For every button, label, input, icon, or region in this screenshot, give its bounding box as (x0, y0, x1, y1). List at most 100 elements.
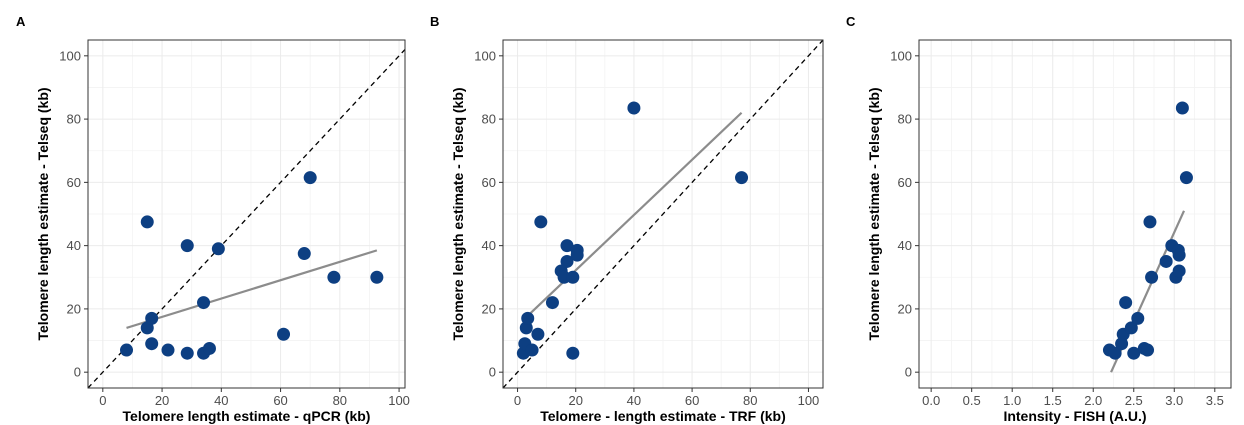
x-axis-title: Telomere length estimate - qPCR (kb) (123, 408, 371, 424)
plot-border (502, 39, 824, 389)
data-point (180, 239, 194, 253)
data-point (570, 248, 584, 262)
data-point (1159, 254, 1173, 268)
x-tick-label: 0.5 (963, 393, 981, 408)
x-tick-label: 100 (798, 393, 820, 408)
y-tick-label: 80 (482, 112, 496, 127)
y-tick-label: 40 (898, 238, 912, 253)
y-tick-label: 0 (74, 365, 81, 380)
x-tick-label: 3.0 (1165, 393, 1183, 408)
x-tick-label: 1.5 (1044, 393, 1062, 408)
x-tick-label: 20 (155, 393, 169, 408)
x-tick-label: 60 (273, 393, 287, 408)
y-tick-label: 100 (890, 48, 912, 63)
data-point (1124, 321, 1138, 335)
data-point (140, 215, 154, 229)
data-point (566, 346, 580, 360)
data-point (202, 341, 216, 355)
data-point (1143, 215, 1157, 229)
data-point (370, 270, 384, 284)
y-axis-title: Telomere length estimate - Telseq (kb) (866, 87, 882, 340)
data-point (1172, 264, 1186, 278)
x-tick-label: 60 (685, 393, 699, 408)
y-tick-label: 0 (905, 365, 912, 380)
y-tick-label: 100 (474, 48, 496, 63)
data-point (560, 239, 574, 253)
y-tick-label: 0 (489, 365, 496, 380)
regression-line (522, 111, 743, 321)
x-tick-label: 80 (743, 393, 757, 408)
data-point (1119, 296, 1133, 310)
y-tick-label: 40 (482, 238, 496, 253)
x-tick-label: 100 (388, 393, 410, 408)
data-point (1175, 101, 1189, 115)
y-tick-label: 80 (898, 112, 912, 127)
data-point (627, 101, 641, 115)
x-tick-label: 0 (99, 393, 106, 408)
data-point (1131, 311, 1145, 325)
data-point (145, 337, 159, 351)
y-tick-label: 40 (67, 238, 81, 253)
data-point (531, 327, 545, 341)
x-tick-label: 40 (627, 393, 641, 408)
x-tick-label: 1.0 (1003, 393, 1021, 408)
x-tick-label: 20 (568, 393, 582, 408)
data-point (120, 343, 134, 357)
y-tick-label: 60 (67, 175, 81, 190)
data-point (1141, 343, 1155, 357)
x-tick-label: 0 (514, 393, 521, 408)
data-point (521, 311, 535, 325)
plot-border (918, 39, 1232, 389)
x-tick-label: 3.5 (1206, 393, 1224, 408)
data-point (180, 346, 194, 360)
x-tick-label: 0.0 (922, 393, 940, 408)
x-tick-label: 2.5 (1125, 393, 1143, 408)
data-point (534, 215, 548, 229)
y-tick-label: 80 (67, 112, 81, 127)
data-point (197, 296, 211, 310)
chart-panel-c: 0.0 0.5 1.0 1.5 2.0 2.5 3.0 3.5 0 20 40 60 80 100 Inte… (866, 39, 1232, 424)
data-point (1172, 248, 1186, 262)
panel-label-c: C (846, 14, 856, 29)
identity-line (88, 48, 405, 388)
y-tick-label: 60 (482, 175, 496, 190)
y-tick-label: 20 (67, 301, 81, 316)
data-point (566, 270, 580, 284)
data-point (211, 242, 225, 256)
data-point (560, 254, 574, 268)
chart-panel-a: 0 20 40 60 80 100 0 20 40 60 80 100 Telomere length … (35, 39, 410, 424)
y-tick-label: 60 (898, 175, 912, 190)
data-point (297, 247, 311, 261)
regression-line (126, 249, 378, 329)
y-tick-label: 20 (482, 301, 496, 316)
y-axis-title: Telomere length estimate - Telseq (kb) (450, 87, 466, 340)
data-point (327, 270, 341, 284)
x-tick-label: 2.0 (1084, 393, 1102, 408)
data-point (145, 311, 159, 325)
data-point (303, 171, 317, 185)
y-tick-label: 100 (59, 48, 81, 63)
data-point (1127, 346, 1141, 360)
data-point (277, 327, 291, 341)
panel-label-b: B (430, 14, 440, 29)
plot-border (87, 39, 406, 389)
data-point (161, 343, 175, 357)
plot-content-c (1102, 101, 1193, 373)
x-tick-label: 80 (333, 393, 347, 408)
x-axis-title: Intensity - FISH (A.U.) (1003, 408, 1146, 424)
plot-content-a (88, 48, 405, 388)
x-tick-label: 40 (214, 393, 228, 408)
y-tick-label: 20 (898, 301, 912, 316)
identity-line (503, 40, 823, 388)
plot-content-b (503, 40, 823, 388)
data-point (735, 171, 749, 185)
chart-panel-b: 0 20 40 60 80 100 0 20 40 60 80 100 Telomere - lengt… (450, 39, 824, 424)
y-axis-title: Telomere length estimate - Telseq (kb) (35, 87, 51, 340)
x-axis-title: Telomere - length estimate - TRF (kb) (540, 408, 786, 424)
data-point (545, 296, 559, 310)
data-point (1108, 346, 1122, 360)
data-point (1179, 171, 1193, 185)
data-point (1145, 270, 1159, 284)
panel-label-a: A (16, 14, 26, 29)
